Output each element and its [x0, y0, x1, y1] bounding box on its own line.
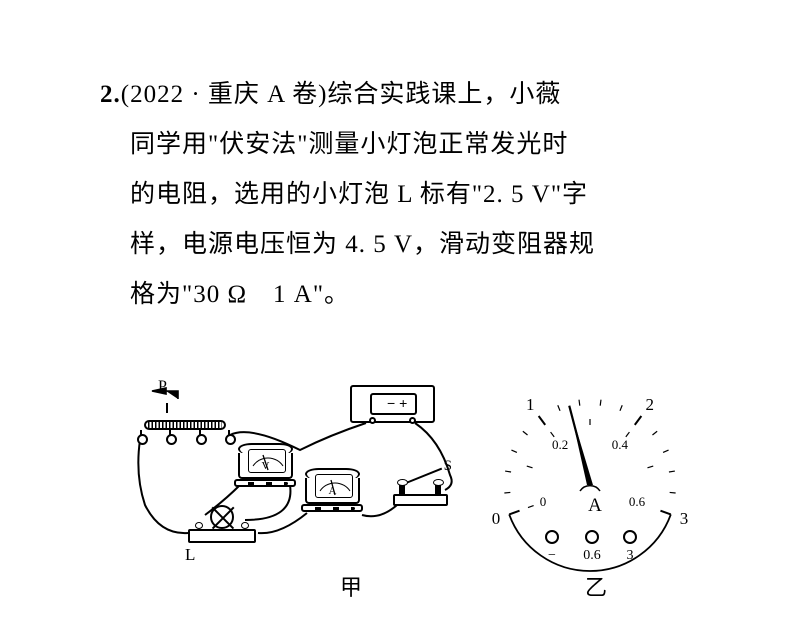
ammeter-small-label: A — [307, 485, 358, 497]
rheostat: P — [140, 400, 230, 430]
svg-text:2: 2 — [645, 395, 654, 414]
bulb: L — [188, 503, 256, 543]
svg-text:3: 3 — [627, 548, 634, 563]
svg-text:0.2: 0.2 — [552, 437, 568, 452]
figures-container: − + P V A — [130, 385, 690, 605]
figure-yi: 0 1 2 3 0 0.2 0.4 0.6 A − 0.6 3 — [490, 385, 690, 575]
question-source: (2022 · 重庆 A 卷) — [121, 81, 328, 108]
caption-yi: 乙 — [585, 570, 607, 602]
voltmeter-label: V — [240, 460, 291, 472]
figure-jia: − + P V A — [130, 385, 470, 575]
svg-text:0.6: 0.6 — [583, 548, 601, 563]
question-line3: 的电阻，选用的小灯泡 L 标有"2. 5 V"字 — [130, 170, 710, 220]
ammeter-small: A — [305, 468, 360, 512]
svg-text:0.6: 0.6 — [629, 494, 646, 509]
battery-box: − + — [350, 385, 435, 423]
problem-text: 2.(2022 · 重庆 A 卷)综合实践课上，小薇 同学用"伏安法"测量小灯泡… — [100, 70, 710, 320]
svg-text:3: 3 — [680, 509, 689, 528]
svg-text:0: 0 — [540, 494, 547, 509]
battery-terminals — [352, 417, 433, 424]
svg-text:−: − — [548, 548, 556, 563]
rheostat-slider — [158, 395, 178, 407]
question-line4: 样，电源电压恒为 4. 5 V，滑动变阻器规 — [130, 220, 710, 270]
ammeter-dial-svg: 0 1 2 3 0 0.2 0.4 0.6 A − 0.6 3 — [490, 385, 690, 575]
switch: S — [393, 470, 448, 506]
bulb-label: L — [185, 545, 195, 565]
battery-polarity: − + — [387, 395, 407, 411]
svg-text:0.4: 0.4 — [612, 437, 629, 452]
caption-jia: 甲 — [340, 570, 362, 602]
question-number: 2. — [100, 81, 121, 108]
svg-text:0: 0 — [492, 509, 501, 528]
switch-label: S — [444, 458, 452, 475]
question-line2: 同学用"伏安法"测量小灯泡正常发光时 — [130, 120, 710, 170]
voltmeter: V — [238, 443, 293, 487]
question-line1: 综合实践课上，小薇 — [327, 81, 561, 108]
svg-text:A: A — [588, 495, 602, 516]
svg-text:1: 1 — [526, 395, 535, 414]
question-line5: 格为"30 Ω 1 A"。 — [130, 270, 710, 320]
